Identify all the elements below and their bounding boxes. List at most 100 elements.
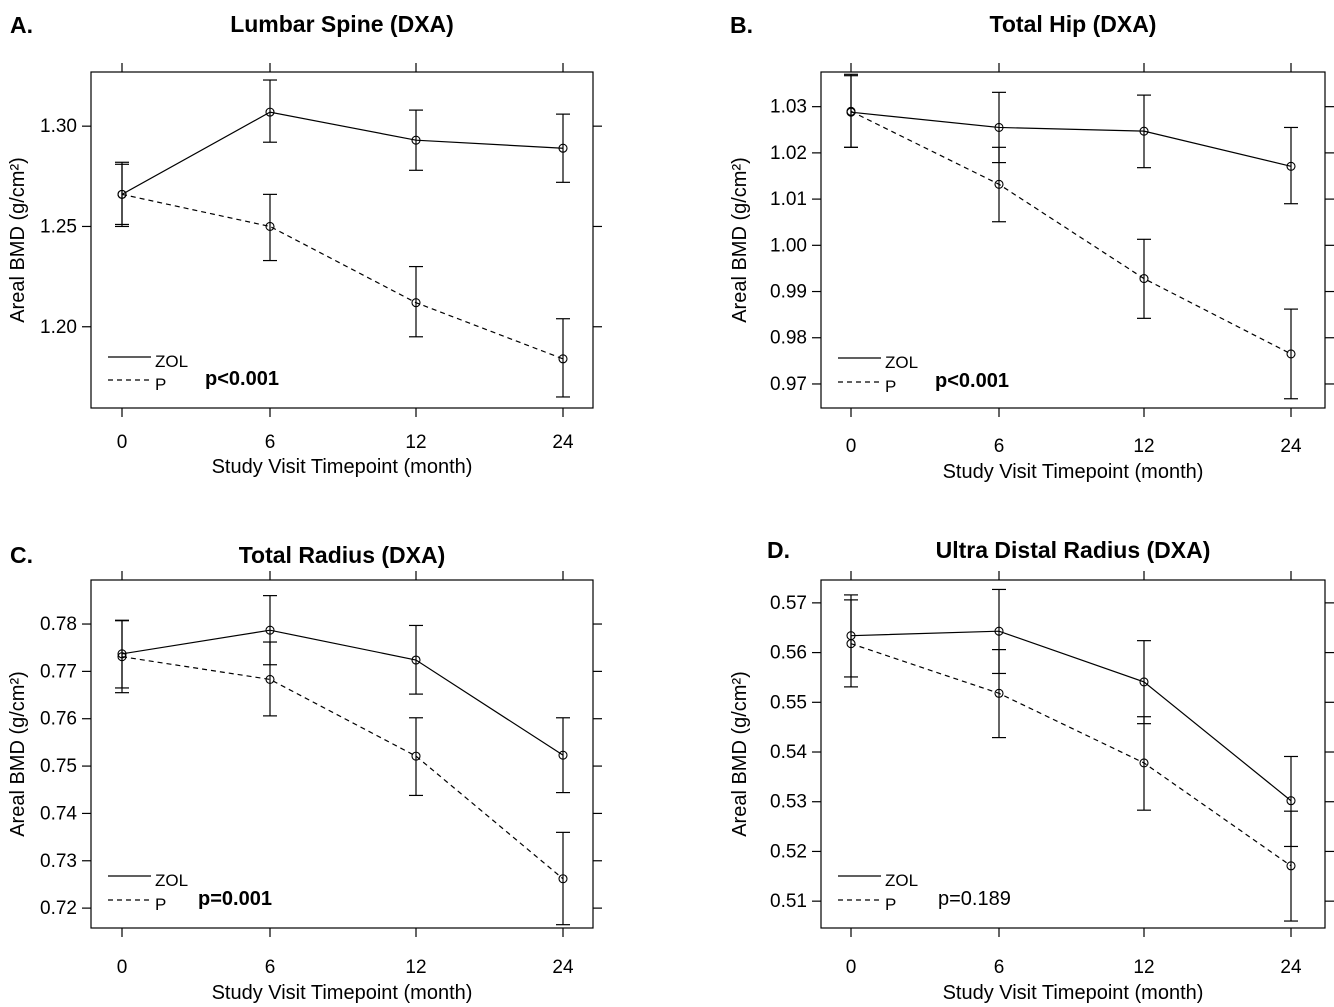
series-line-p bbox=[850, 643, 1292, 867]
y-tick-label: 0.51 bbox=[770, 891, 807, 912]
data-point bbox=[994, 122, 1004, 133]
x-tick-label: 24 bbox=[552, 432, 574, 453]
y-tick-label: 0.99 bbox=[770, 282, 807, 303]
data-point bbox=[1139, 677, 1149, 687]
y-tick-label: 0.98 bbox=[770, 328, 807, 349]
legend-label: ZOL bbox=[885, 871, 918, 890]
x-tick-label: 0 bbox=[846, 957, 857, 978]
y-tick-label: 0.53 bbox=[770, 792, 807, 813]
data-point bbox=[117, 189, 127, 199]
y-tick-label: 1.30 bbox=[40, 116, 77, 137]
series-line-zol bbox=[121, 111, 564, 195]
series-line-p bbox=[121, 656, 564, 880]
legend-label: P bbox=[155, 895, 166, 914]
x-tick-label: 6 bbox=[994, 436, 1005, 457]
data-point bbox=[1286, 349, 1296, 359]
chart-title: Total Hip (DXA) bbox=[990, 11, 1157, 37]
data-point bbox=[558, 354, 568, 364]
legend-label: ZOL bbox=[155, 871, 188, 890]
p-value: p<0.001 bbox=[935, 370, 1009, 392]
series-line-zol bbox=[850, 630, 1292, 802]
x-tick-label: 12 bbox=[1133, 957, 1154, 978]
data-point bbox=[994, 179, 1004, 189]
p-value: p=0.189 bbox=[938, 888, 1011, 910]
plot-frame bbox=[820, 579, 1326, 929]
chart-panel-c: C. Total Radius (DXA) 0 6 12 24 0.72 0.73 0.74 0.… bbox=[7, 542, 602, 1004]
plot-frame bbox=[90, 71, 594, 409]
data-point bbox=[846, 106, 856, 116]
data-point bbox=[846, 639, 856, 649]
y-tick-label: 1.00 bbox=[770, 235, 807, 256]
data-point bbox=[265, 625, 275, 635]
x-tick-label: 6 bbox=[265, 432, 276, 453]
y-tick-label: 0.77 bbox=[40, 661, 77, 682]
x-tick-label: 0 bbox=[117, 432, 128, 453]
data-point bbox=[265, 107, 275, 117]
chart-panel-b: B. Total Hip (DXA) 0 6 12 24 0.97 0.98 0.99 1.00 1… bbox=[729, 11, 1334, 483]
y-tick-label: 1.01 bbox=[770, 189, 807, 210]
legend-label: P bbox=[885, 895, 896, 914]
p-value: p<0.001 bbox=[205, 368, 279, 390]
y-tick-label: 0.54 bbox=[770, 742, 807, 763]
y-tick-label: 0.73 bbox=[40, 851, 77, 872]
p-value: p=0.001 bbox=[198, 888, 272, 910]
panel-letter: D. bbox=[767, 537, 790, 563]
legend-label: ZOL bbox=[885, 353, 918, 372]
x-tick-label: 0 bbox=[846, 436, 857, 457]
chart-panel-a: A. Lumbar Spine (DXA) 0 6 12 24 1.20 1.25 1.30 St… bbox=[7, 11, 602, 478]
y-tick-label: 0.75 bbox=[40, 756, 77, 777]
panel-letter: A. bbox=[10, 12, 33, 38]
y-tick-label: 0.76 bbox=[40, 709, 77, 730]
data-point bbox=[558, 750, 568, 760]
y-axis-title: Areal BMD (g/cm²) bbox=[7, 671, 29, 837]
data-point bbox=[1139, 126, 1149, 136]
x-axis-title: Study Visit Timepoint (month) bbox=[943, 461, 1204, 483]
x-tick-label: 12 bbox=[405, 957, 426, 978]
chart-title: Total Radius (DXA) bbox=[239, 542, 446, 568]
plot-frame bbox=[90, 579, 594, 929]
data-point bbox=[411, 298, 421, 308]
data-point bbox=[1139, 274, 1149, 284]
data-point bbox=[117, 652, 127, 662]
x-axis-title: Study Visit Timepoint (month) bbox=[943, 982, 1204, 1004]
legend-label: P bbox=[885, 377, 896, 396]
y-tick-label: 0.56 bbox=[770, 643, 807, 664]
chart-panel-d: D. Ultra Distal Radius (DXA) 0 6 12 24 0.51 0.5… bbox=[729, 537, 1334, 1004]
y-tick-label: 0.52 bbox=[770, 841, 807, 862]
data-point bbox=[994, 626, 1004, 636]
y-tick-label: 1.20 bbox=[40, 317, 77, 338]
legend-label: P bbox=[155, 375, 166, 394]
data-point bbox=[1286, 796, 1296, 806]
data-point bbox=[411, 751, 421, 761]
chart-title: Ultra Distal Radius (DXA) bbox=[936, 537, 1211, 563]
series-line-zol bbox=[121, 629, 564, 756]
x-tick-label: 12 bbox=[1133, 436, 1154, 457]
y-tick-label: 0.55 bbox=[770, 692, 807, 713]
legend-label: ZOL bbox=[155, 352, 188, 371]
data-point bbox=[558, 874, 568, 884]
y-axis-title: Areal BMD (g/cm²) bbox=[729, 157, 751, 323]
data-point bbox=[411, 655, 421, 665]
y-tick-label: 1.03 bbox=[770, 97, 807, 118]
y-tick-label: 0.74 bbox=[40, 803, 77, 824]
y-tick-label: 1.02 bbox=[770, 143, 807, 164]
y-tick-label: 1.25 bbox=[40, 216, 77, 237]
y-tick-label: 0.97 bbox=[770, 374, 807, 395]
series-line-zol bbox=[850, 111, 1292, 167]
data-point bbox=[558, 143, 568, 153]
x-axis-title: Study Visit Timepoint (month) bbox=[212, 456, 473, 478]
panel-letter: B. bbox=[730, 12, 753, 38]
x-tick-label: 12 bbox=[405, 432, 426, 453]
x-tick-label: 6 bbox=[994, 957, 1005, 978]
data-point bbox=[411, 135, 421, 145]
data-point bbox=[1286, 861, 1296, 871]
x-tick-label: 6 bbox=[265, 957, 276, 978]
y-tick-label: 0.78 bbox=[40, 614, 77, 635]
x-tick-label: 24 bbox=[552, 957, 574, 978]
x-axis-title: Study Visit Timepoint (month) bbox=[212, 982, 473, 1004]
data-point bbox=[265, 674, 275, 684]
y-axis-title: Areal BMD (g/cm²) bbox=[729, 671, 751, 837]
panel-letter: C. bbox=[10, 542, 33, 568]
y-axis-title: Areal BMD (g/cm²) bbox=[7, 157, 29, 323]
